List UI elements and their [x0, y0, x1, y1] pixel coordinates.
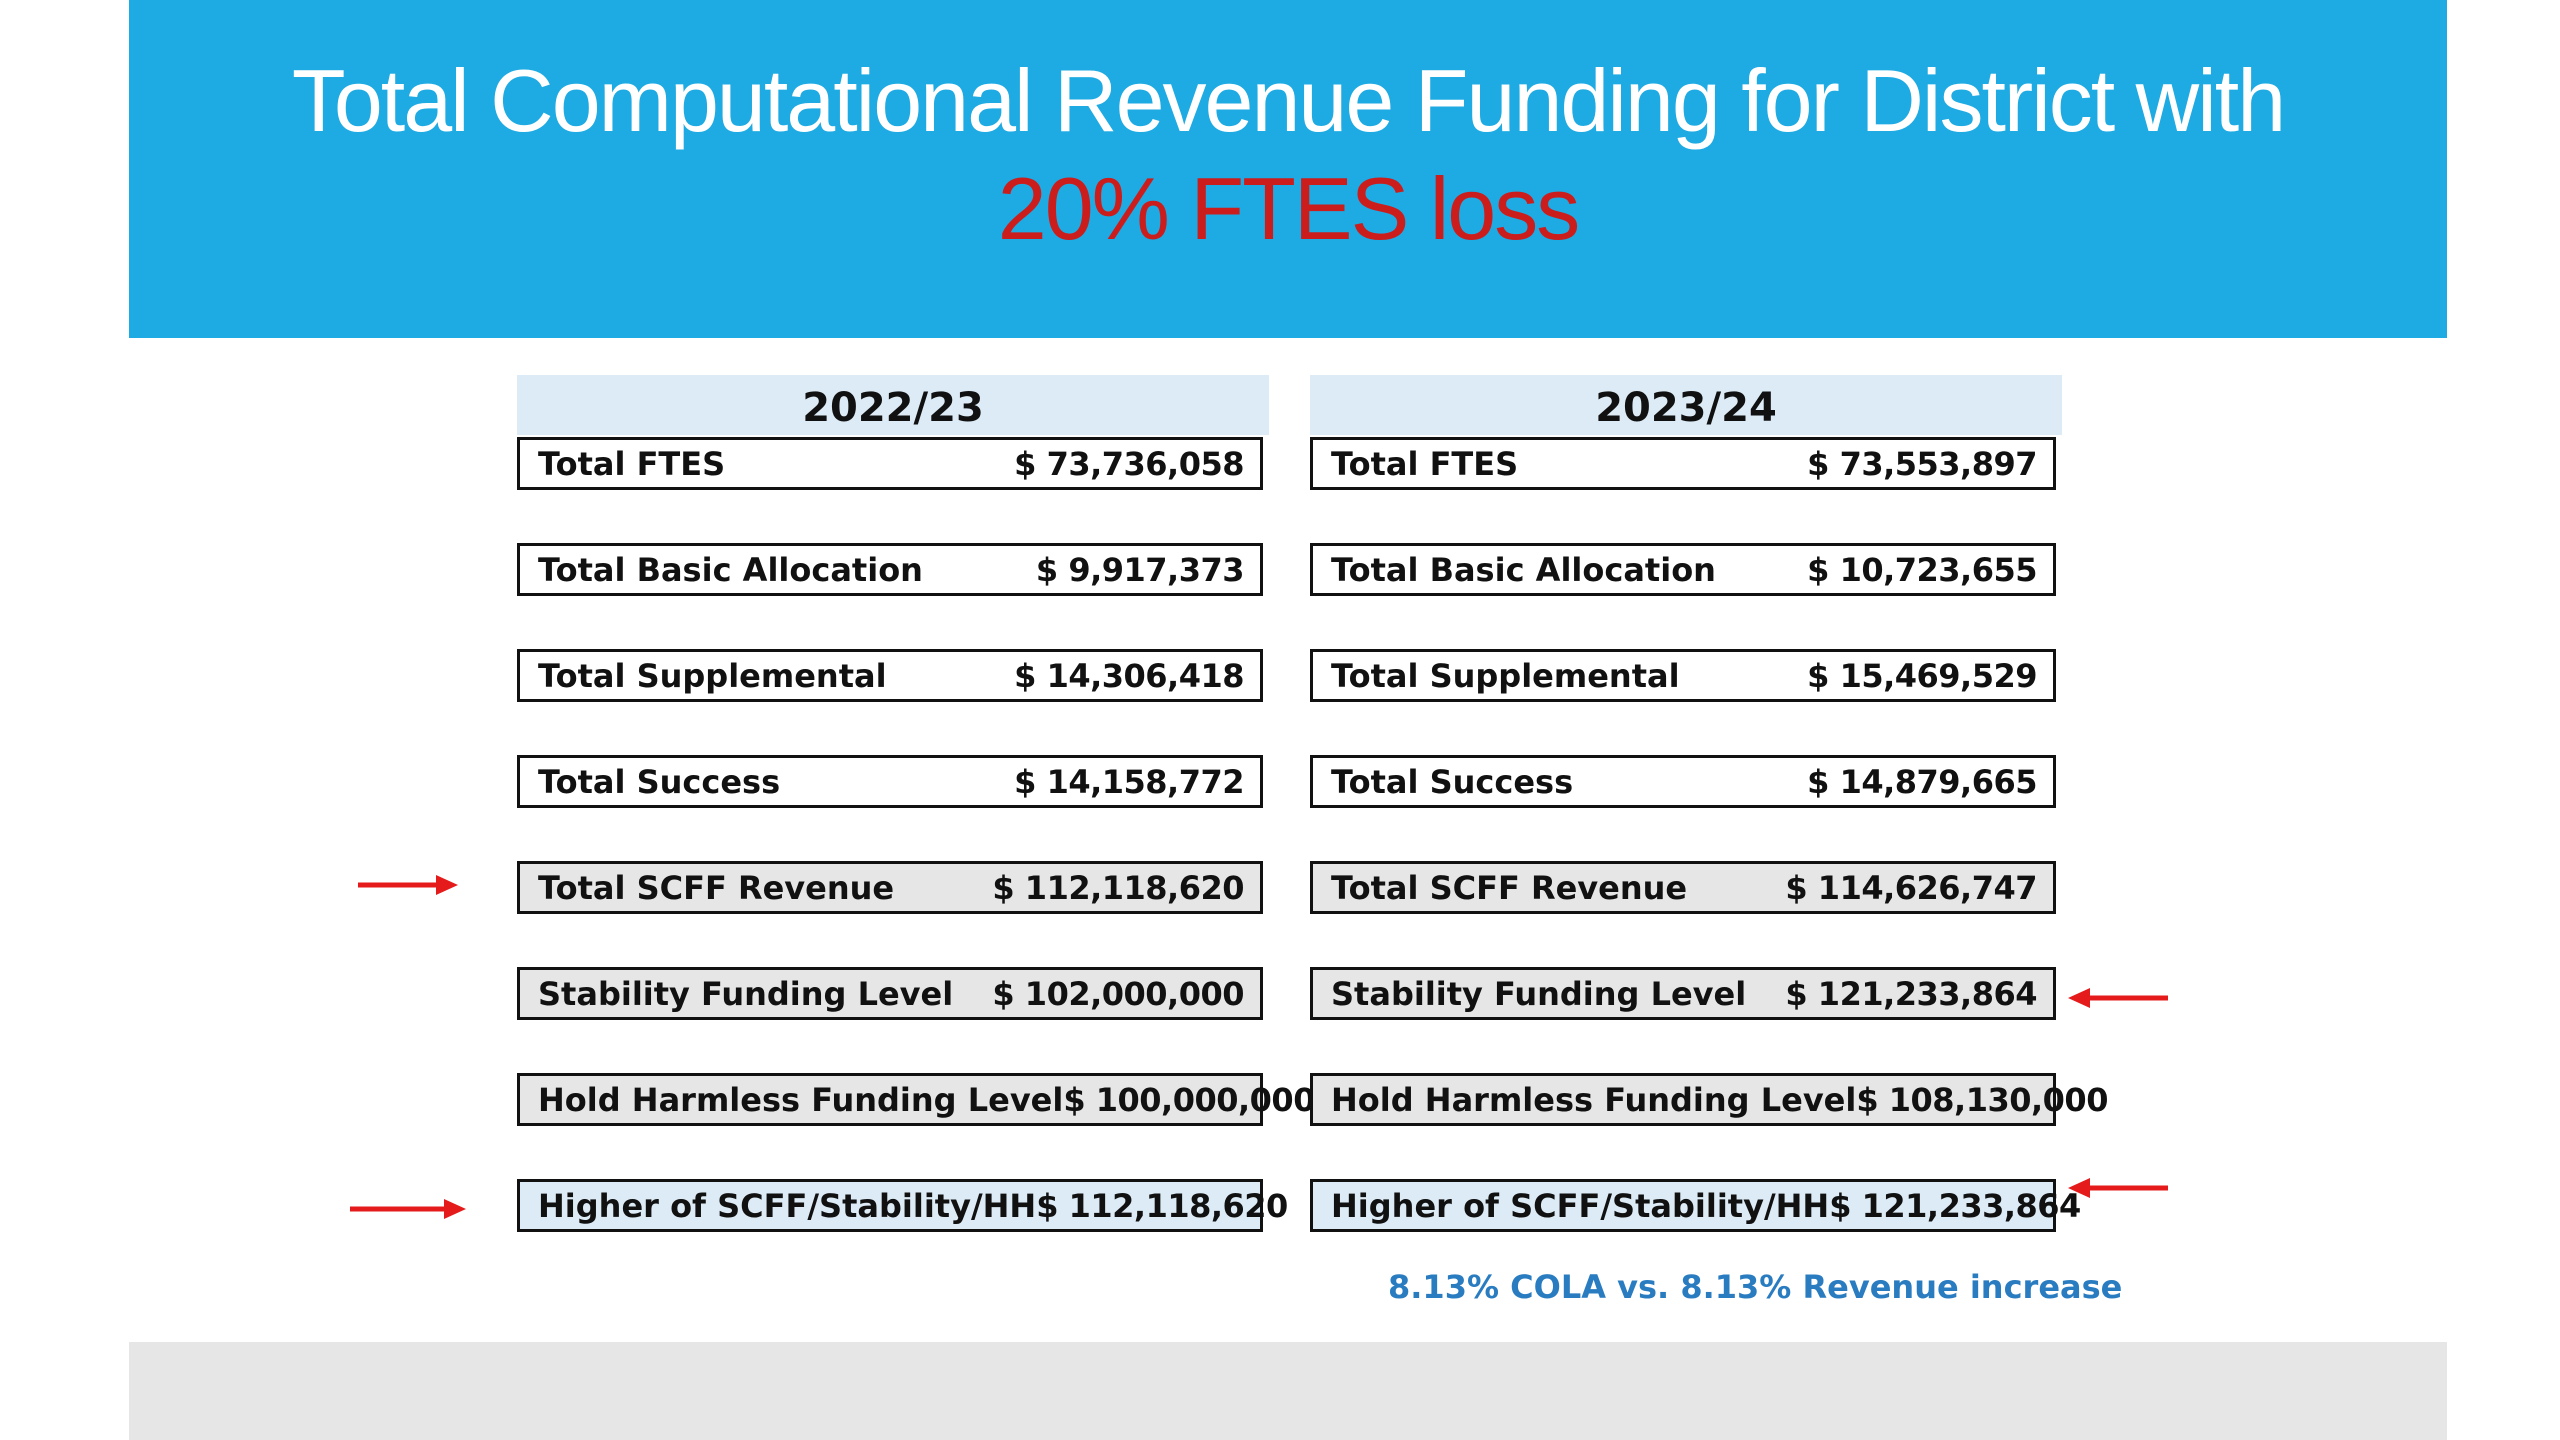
row-total-basic-allocation: Total Basic Allocation $ 10,723,655: [1310, 543, 2056, 596]
year-header: 2023/24: [1310, 375, 2062, 435]
row-amount: $ 121,233,864: [1785, 974, 2037, 1013]
row-amount: $ 73,736,058: [1014, 444, 1244, 483]
row-label: Total FTES: [1331, 444, 1519, 483]
row-amount: $ 15,469,529: [1807, 656, 2037, 695]
row-amount: $ 100,000,000: [1063, 1080, 1315, 1119]
row-hold-harmless-funding-level: Hold Harmless Funding Level $ 108,130,00…: [1310, 1073, 2108, 1126]
row-label: Higher of SCFF/Stability/HH: [1331, 1186, 1830, 1225]
row-amount: $ 112,118,620: [1036, 1186, 1288, 1225]
row-label: Stability Funding Level: [538, 974, 954, 1013]
row-amount: $ 102,000,000: [992, 974, 1244, 1013]
row-stability-funding-level: Stability Funding Level $ 121,233,864: [1310, 967, 2056, 1020]
row-label: Hold Harmless Funding Level: [1331, 1080, 1857, 1119]
slide-header: Total Computational Revenue Funding for …: [129, 0, 2447, 338]
right-arrow-icon: [350, 1199, 466, 1219]
row-label: Total Success: [538, 762, 781, 801]
row-label: Total Basic Allocation: [1331, 550, 1716, 589]
slide-title-line1: Total Computational Revenue Funding for …: [291, 51, 2286, 150]
row-total-ftes: Total FTES $ 73,553,897: [1310, 437, 2056, 490]
row-higher-of-scff-stability-hh: Higher of SCFF/Stability/HH $ 121,233,86…: [1310, 1179, 2081, 1232]
row-label: Higher of SCFF/Stability/HH: [538, 1186, 1037, 1225]
row-total-success: Total Success $ 14,879,665: [1310, 755, 2056, 808]
right-arrow-icon: [358, 875, 458, 895]
row-total-scff-revenue: Total SCFF Revenue $ 112,118,620: [517, 861, 1263, 914]
row-label: Total Supplemental: [1331, 656, 1680, 695]
left-arrow-icon: [2068, 1178, 2168, 1198]
row-total-scff-revenue: Total SCFF Revenue $ 114,626,747: [1310, 861, 2056, 914]
row-total-supplemental: Total Supplemental $ 15,469,529: [1310, 649, 2056, 702]
row-label: Total Basic Allocation: [538, 550, 923, 589]
table-2022-23: 2022/23 Total FTES $ 73,736,058 Total Ba…: [517, 375, 1315, 1232]
row-amount: $ 73,553,897: [1807, 444, 2037, 483]
row-amount: $ 14,879,665: [1807, 762, 2037, 801]
row-label: Stability Funding Level: [1331, 974, 1747, 1013]
cola-note: 8.13% COLA vs. 8.13% Revenue increase: [1388, 1268, 2123, 1306]
row-label: Total Supplemental: [538, 656, 887, 695]
row-amount: $ 14,306,418: [1014, 656, 1244, 695]
row-amount: $ 112,118,620: [992, 868, 1244, 907]
row-amount: $ 114,626,747: [1785, 868, 2037, 907]
year-header: 2022/23: [517, 375, 1269, 435]
row-amount: $ 14,158,772: [1014, 762, 1244, 801]
row-total-basic-allocation: Total Basic Allocation $ 9,917,373: [517, 543, 1263, 596]
row-hold-harmless-funding-level: Hold Harmless Funding Level $ 100,000,00…: [517, 1073, 1315, 1126]
row-label: Total SCFF Revenue: [1331, 868, 1688, 907]
row-label: Total Success: [1331, 762, 1574, 801]
row-higher-of-scff-stability-hh: Higher of SCFF/Stability/HH $ 112,118,62…: [517, 1179, 1288, 1232]
row-stability-funding-level: Stability Funding Level $ 102,000,000: [517, 967, 1263, 1020]
row-total-supplemental: Total Supplemental $ 14,306,418: [517, 649, 1263, 702]
row-amount: $ 10,723,655: [1807, 550, 2037, 589]
row-total-success: Total Success $ 14,158,772: [517, 755, 1263, 808]
slide-title-line2: 20% FTES loss: [997, 159, 1580, 258]
table-2023-24: 2023/24 Total FTES $ 73,553,897 Total Ba…: [1310, 375, 2108, 1232]
row-label: Total SCFF Revenue: [538, 868, 895, 907]
row-amount: $ 108,130,000: [1856, 1080, 2108, 1119]
row-total-ftes: Total FTES $ 73,736,058: [517, 437, 1263, 490]
row-label: Hold Harmless Funding Level: [538, 1080, 1064, 1119]
row-amount: $ 9,917,373: [1035, 550, 1245, 589]
slide-footer-bar: [129, 1342, 2447, 1440]
row-amount: $ 121,233,864: [1829, 1186, 2081, 1225]
row-label: Total FTES: [538, 444, 726, 483]
left-arrow-icon: [2068, 988, 2168, 1008]
